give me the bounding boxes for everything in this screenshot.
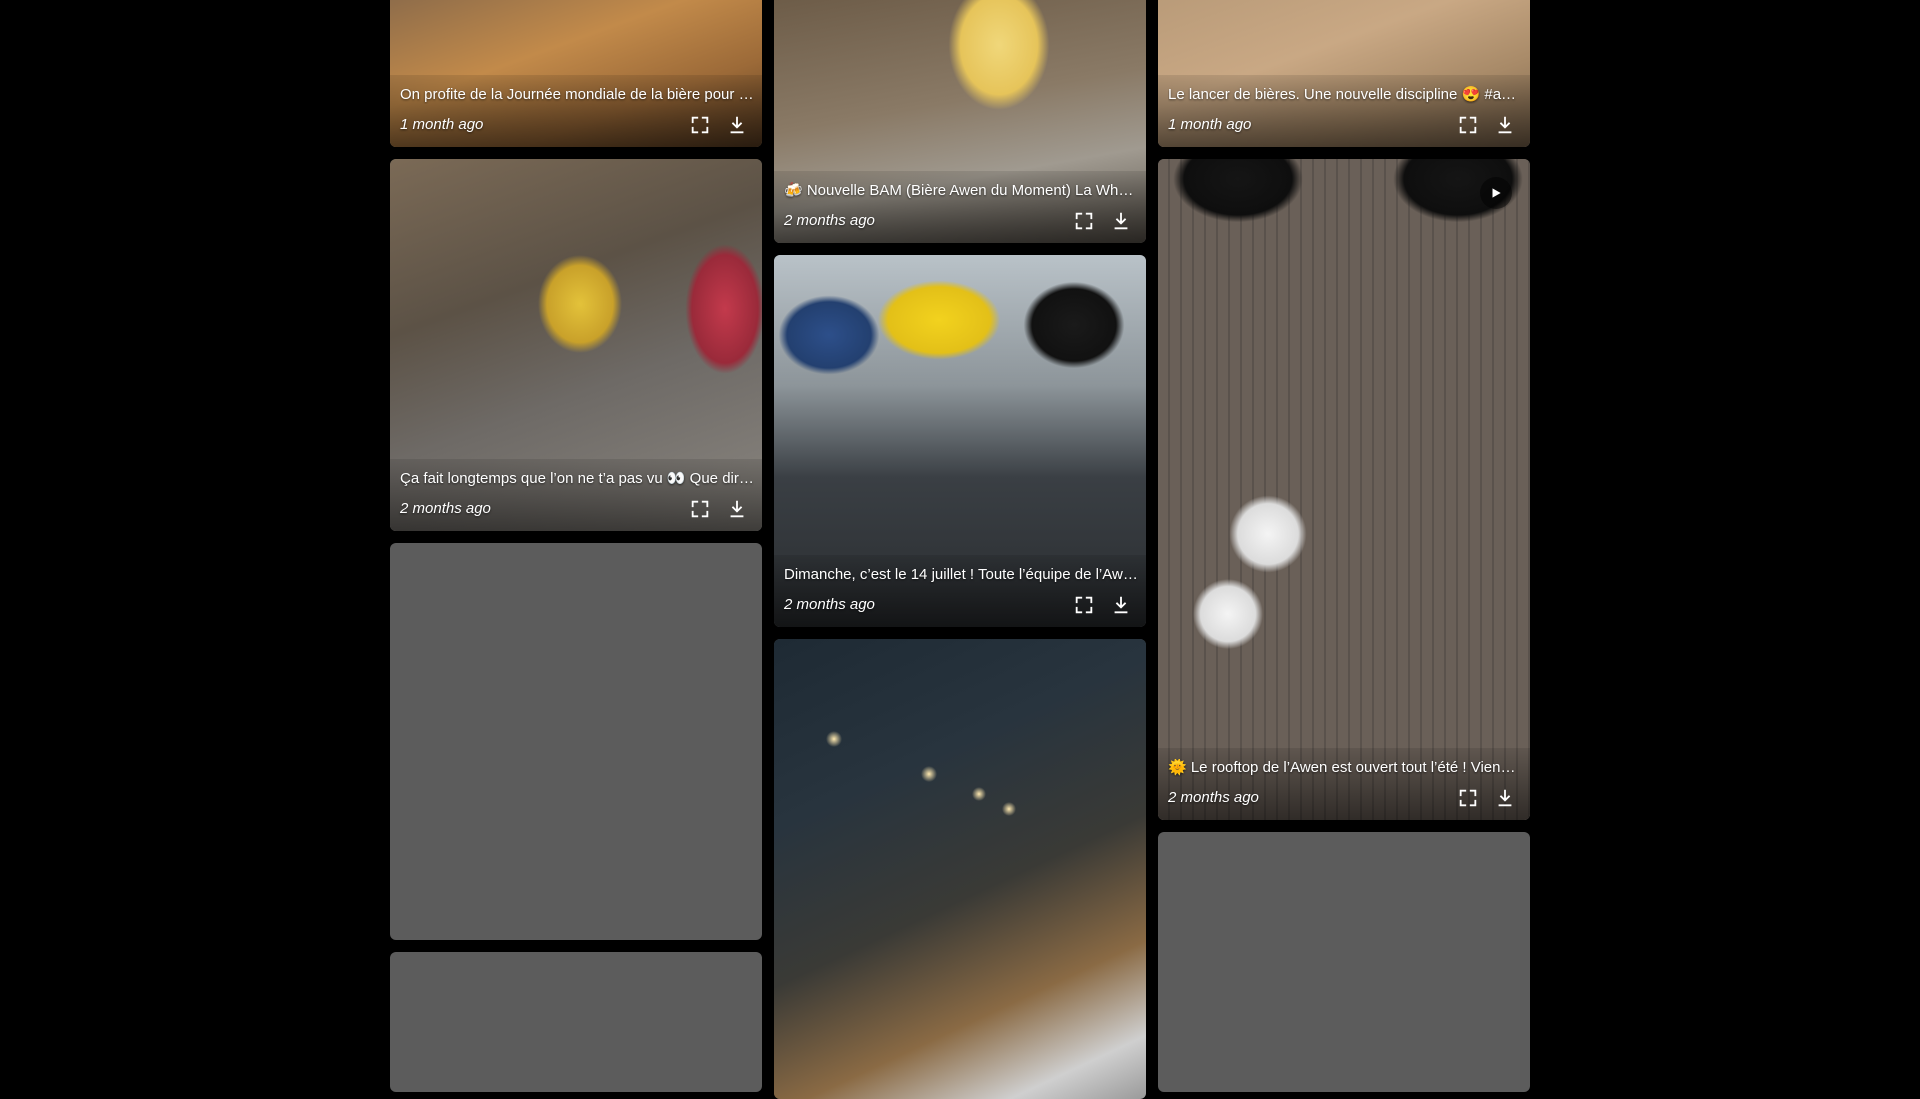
post-time: 1 month ago [400, 116, 484, 133]
download-icon[interactable] [1491, 111, 1519, 139]
post-caption: 🌞 Le rooftop de l’Awen est ouvert tout l… [1168, 759, 1522, 776]
post-caption: 🍻 Nouvelle BAM (Bière Awen du Moment) La… [784, 182, 1138, 199]
fullscreen-icon[interactable] [1454, 111, 1482, 139]
fullscreen-icon[interactable] [1070, 207, 1098, 235]
post-card[interactable]: 🍻 Nouvelle BAM (Bière Awen du Moment) La… [774, 0, 1146, 243]
fullscreen-icon[interactable] [1070, 591, 1098, 619]
fullscreen-icon[interactable] [686, 495, 714, 523]
post-time: 2 months ago [1168, 789, 1259, 806]
post-time: 2 months ago [784, 596, 875, 613]
download-icon[interactable] [1107, 207, 1135, 235]
download-icon[interactable] [723, 111, 751, 139]
post-caption: Ça fait longtemps que l’on ne t’a pas vu… [400, 470, 754, 487]
download-icon[interactable] [723, 495, 751, 523]
post-time: 2 months ago [784, 212, 875, 229]
post-caption: On profite de la Journée mondiale de la … [400, 86, 754, 103]
post-time: 2 months ago [400, 500, 491, 517]
post-card-video[interactable]: 🌞 Le rooftop de l’Awen est ouvert tout l… [1158, 159, 1530, 820]
fullscreen-icon[interactable] [1454, 784, 1482, 812]
post-card[interactable]: Dimanche, c’est le 14 juillet ! Toute l’… [774, 255, 1146, 627]
post-caption: Le lancer de bières. Une nouvelle discip… [1168, 86, 1522, 103]
post-card[interactable]: On profite de la Journée mondiale de la … [390, 0, 762, 147]
play-icon[interactable] [1480, 177, 1512, 209]
post-card-placeholder [390, 952, 762, 1092]
post-card[interactable] [774, 639, 1146, 1099]
download-icon[interactable] [1491, 784, 1519, 812]
post-caption: Dimanche, c’est le 14 juillet ! Toute l’… [784, 566, 1138, 583]
post-photo-rooftop-aerial[interactable] [1158, 159, 1530, 820]
download-icon[interactable] [1107, 591, 1135, 619]
feed-column-2: 🍻 Nouvelle BAM (Bière Awen du Moment) La… [774, 0, 1146, 1099]
post-card[interactable]: Le lancer de bières. Une nouvelle discip… [1158, 0, 1530, 147]
post-card-placeholder [390, 543, 762, 940]
post-card[interactable]: Ça fait longtemps que l’on ne t’a pas vu… [390, 159, 762, 531]
post-photo-bar-interior[interactable] [774, 639, 1146, 1099]
feed-column-1: On profite de la Journée mondiale de la … [390, 0, 762, 1092]
post-card-placeholder [1158, 832, 1530, 1092]
post-time: 1 month ago [1168, 116, 1252, 133]
fullscreen-icon[interactable] [686, 111, 714, 139]
feed-column-3: Le lancer de bières. Une nouvelle discip… [1158, 0, 1530, 1092]
